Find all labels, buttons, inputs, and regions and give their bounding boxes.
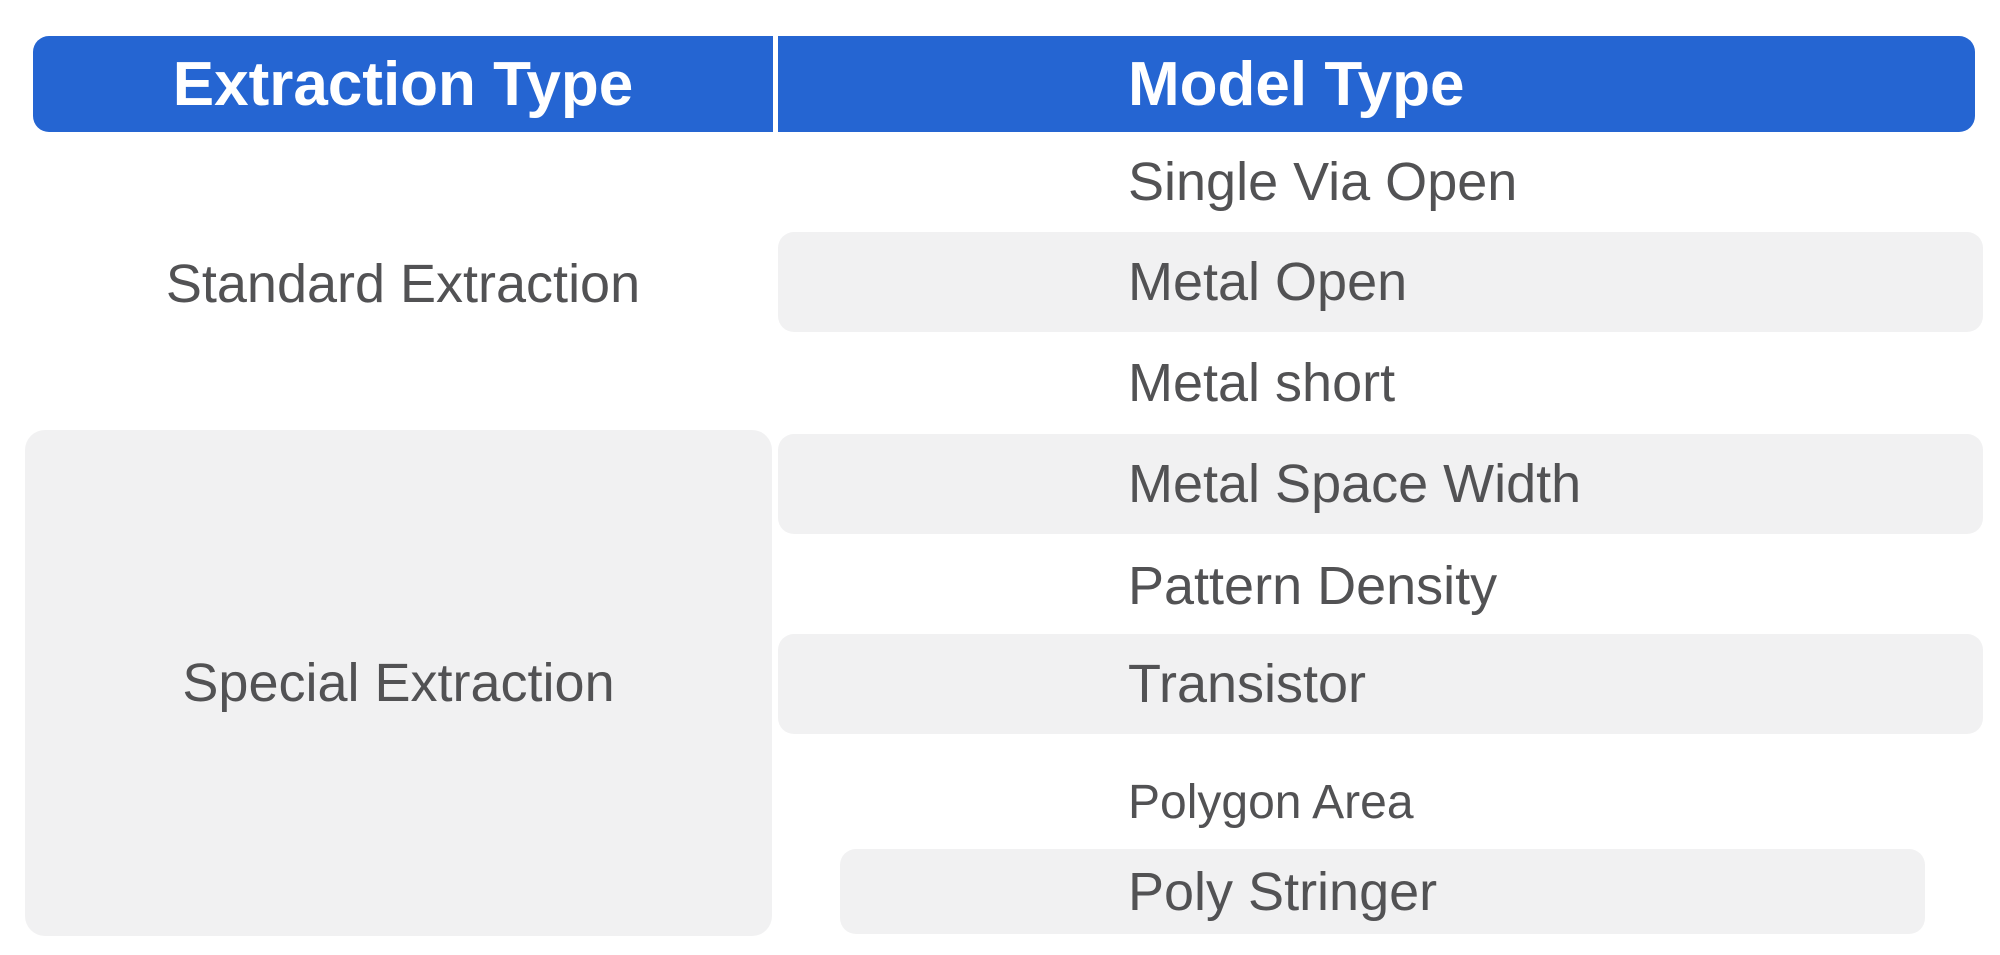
model-row-poly-stringer: Poly Stringer xyxy=(840,849,1925,934)
model-row-pattern-density: Pattern Density xyxy=(778,536,1983,636)
model-row-label: Metal short xyxy=(1128,353,1396,413)
extraction-cell-special: Special Extraction xyxy=(25,430,772,936)
standard-extraction-label: Standard Extraction xyxy=(165,253,641,314)
model-row-label: Poly Stringer xyxy=(1128,861,1438,922)
header-extraction-type-label: Extraction Type xyxy=(172,49,634,119)
model-row-transistor: Transistor xyxy=(778,634,1983,734)
model-row-label: Metal Space Width xyxy=(1128,454,1582,514)
header-cell-extraction-type: Extraction Type xyxy=(33,36,773,132)
model-row-metal-space-width: Metal Space Width xyxy=(778,434,1983,534)
header-model-type-label: Model Type xyxy=(1128,49,1465,119)
model-row-single-via-open: Single Via Open xyxy=(778,132,1983,232)
extraction-cell-standard: Standard Extraction xyxy=(33,132,773,435)
header-cell-model-type: Model Type xyxy=(778,36,1975,132)
model-row-metal-short: Metal short xyxy=(778,332,1983,434)
model-row-polygon-area: Polygon Area xyxy=(778,752,1983,852)
model-row-label: Metal Open xyxy=(1128,252,1408,312)
model-row-metal-open: Metal Open xyxy=(778,232,1983,332)
model-row-label: Pattern Density xyxy=(1128,556,1498,616)
model-row-label: Single Via Open xyxy=(1128,152,1518,212)
model-row-label: Transistor xyxy=(1128,654,1367,714)
special-extraction-label: Special Extraction xyxy=(182,653,615,713)
model-row-label: Polygon Area xyxy=(1128,775,1414,829)
